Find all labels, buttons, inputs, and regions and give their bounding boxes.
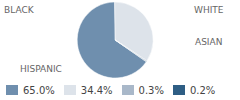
html-text:0.2%: 0.2% [190, 84, 216, 96]
html-text:65.0%: 65.0% [23, 84, 55, 96]
html-text:34.4%: 34.4% [80, 84, 113, 96]
svg-text:BLACK: BLACK [4, 5, 35, 15]
svg-text:WHITE: WHITE [194, 5, 224, 15]
html-text:0.3%: 0.3% [138, 84, 164, 96]
svg-text:HISPANIC: HISPANIC [20, 64, 62, 74]
svg-text:ASIAN: ASIAN [195, 37, 222, 47]
